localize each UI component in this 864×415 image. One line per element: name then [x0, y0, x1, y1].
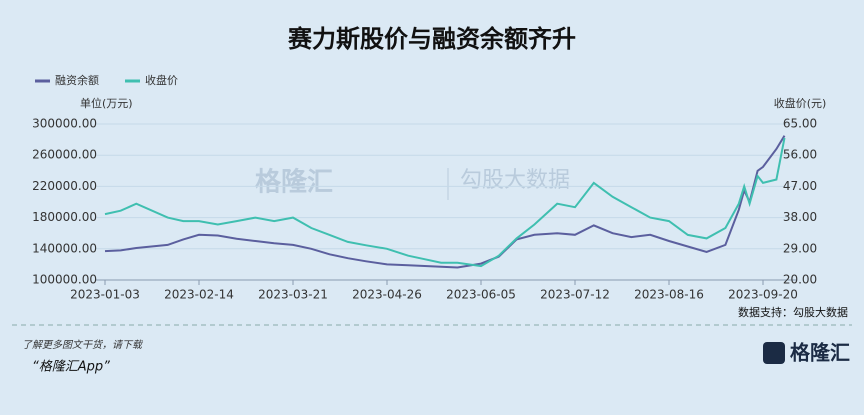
- watermark: 格隆汇: [255, 167, 333, 198]
- line-series: [104, 137, 786, 268]
- y2-tick-label: 20.00: [783, 273, 817, 287]
- y-tick-label: 220000.00: [32, 179, 97, 193]
- y-tick-label: 260000.00: [32, 148, 97, 162]
- y-axis-title: 单位(万元): [80, 96, 133, 110]
- logo: 格隆汇: [790, 341, 850, 365]
- y2-tick-label: 29.00: [783, 241, 817, 255]
- source: 数据支持：勾股大数据: [738, 305, 848, 319]
- x-tick-label: 2023-09-20: [728, 288, 798, 302]
- x-tick-label: 2023-02-14: [164, 288, 234, 302]
- legend-label: 收盘价: [145, 73, 178, 87]
- x-tick-label: 2023-06-05: [446, 288, 516, 302]
- x-tick-label: 2023-08-16: [634, 288, 704, 302]
- y2-tick-label: 56.00: [783, 148, 817, 162]
- x-tick-label: 2023-07-12: [540, 288, 610, 302]
- chart-title: 赛力斯股价与融资余额齐升: [287, 25, 576, 53]
- y-tick-label: 300000.00: [32, 117, 97, 131]
- line-series: [104, 135, 786, 269]
- footer-app: “格隆汇App”: [32, 360, 110, 375]
- footer-prompt: 了解更多图文干货，请下载: [22, 339, 144, 351]
- legend-label: 融资余额: [55, 73, 99, 87]
- x-tick-label: 2023-03-21: [258, 288, 328, 302]
- y2-tick-label: 38.00: [783, 210, 817, 224]
- x-tick-label: 2023-04-26: [352, 288, 422, 302]
- y-tick-label: 140000.00: [32, 241, 97, 255]
- y2-tick-label: 47.00: [783, 179, 817, 193]
- logo-icon: [763, 342, 785, 364]
- y2-axis-title: 收盘价(元): [774, 96, 827, 110]
- y-tick-label: 100000.00: [32, 273, 97, 287]
- y2-tick-label: 65.00: [783, 117, 817, 131]
- y-tick-label: 180000.00: [32, 210, 97, 224]
- watermark: 勾股大数据: [460, 168, 570, 193]
- x-tick-label: 2023-01-03: [70, 288, 140, 302]
